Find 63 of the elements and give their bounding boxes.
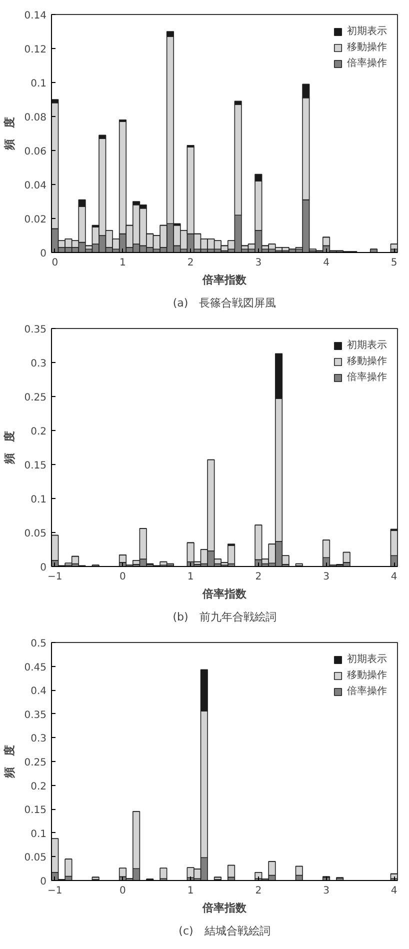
y-axis-title: 頻 度 — [3, 117, 16, 151]
legend-label: 初期表示 — [347, 338, 387, 352]
legend-label: 倍率操作 — [347, 56, 387, 70]
y-tick-label: 0.5 — [30, 638, 47, 650]
x-tick-label: 3 — [255, 258, 262, 268]
y-tick-label: 0.15 — [24, 805, 46, 816]
legend-label: 移動操作 — [347, 41, 387, 54]
y-tick-label: 0.35 — [24, 324, 46, 336]
y-tick-label: 0.1 — [30, 494, 47, 506]
x-axis-title: 倍率指数 — [202, 588, 248, 600]
x-tick-label: 1 — [187, 886, 194, 896]
x-tick-label: 2 — [255, 886, 262, 896]
y-tick-label: 0.25 — [24, 392, 46, 404]
y-tick-label: 0.4 — [30, 686, 47, 698]
y-tick-label: 0.04 — [24, 180, 46, 192]
y-tick-label: 0.45 — [24, 662, 46, 674]
y-tick-label: 0.3 — [30, 358, 47, 370]
x-tick-label: 1 — [187, 572, 194, 582]
y-tick-label: 0.15 — [24, 460, 46, 472]
y-tick-label: 0.12 — [24, 44, 46, 56]
legend-label: 初期表示 — [347, 24, 387, 38]
y-tick-label: 0.05 — [24, 852, 46, 864]
legend-label: 倍率操作 — [347, 370, 387, 384]
x-tick-label: 0 — [52, 258, 58, 268]
x-tick-label: 5 — [390, 258, 398, 268]
y-tick-label: 0 — [40, 562, 47, 574]
y-tick-label: 0.08 — [24, 112, 46, 124]
y-tick-label: 0.35 — [24, 710, 46, 721]
text: (b) 前九年合戦絵詞 — [172, 610, 276, 624]
y-tick-label: 0 — [40, 248, 47, 260]
x-tick-label: 3 — [323, 886, 330, 896]
y-tick-label: 0.2 — [30, 781, 47, 792]
y-axis-title: 頻 度 — [3, 745, 16, 779]
y-tick-label: 0.06 — [24, 146, 46, 158]
legend-label: 初期表示 — [347, 652, 387, 666]
x-axis-title: 倍率指数 — [202, 274, 248, 286]
y-tick-label: 0.14 — [24, 10, 46, 22]
y-tick-label: 0.2 — [30, 426, 47, 438]
x-tick-label: −1 — [48, 572, 62, 582]
y-tick-label: 0.1 — [30, 78, 47, 90]
x-tick-label: 1 — [120, 258, 126, 268]
y-tick-label: 0.1 — [30, 828, 47, 840]
x-tick-label: 4 — [323, 258, 330, 268]
x-tick-label: 4 — [390, 886, 398, 896]
legend-label: 倍率操作 — [347, 684, 387, 698]
x-tick-label: 3 — [323, 572, 330, 582]
x-tick-label: 0 — [120, 572, 126, 582]
y-tick-label: 0.02 — [24, 214, 46, 226]
text: (c) 結城合戦絵詞 — [178, 924, 270, 938]
text: (a) 長篠合戦図屏風 — [172, 296, 276, 310]
legend-label: 移動操作 — [347, 355, 387, 368]
x-axis-title: 倍率指数 — [202, 902, 248, 914]
y-axis-title: 頻 度 — [3, 431, 16, 465]
x-tick-label: 2 — [187, 258, 194, 268]
x-tick-label: 0 — [120, 886, 126, 896]
y-tick-label: 0.25 — [24, 758, 46, 768]
legend-label: 移動操作 — [347, 669, 387, 682]
x-tick-label: −1 — [48, 886, 62, 896]
y-tick-label: 0.3 — [30, 734, 47, 745]
x-tick-label: 4 — [390, 572, 398, 582]
y-tick-label: 0.05 — [24, 528, 46, 540]
x-tick-label: 2 — [255, 572, 262, 582]
y-tick-label: 0 — [40, 876, 47, 888]
